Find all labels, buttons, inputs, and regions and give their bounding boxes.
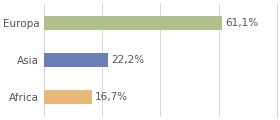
Text: 16,7%: 16,7% bbox=[95, 92, 129, 102]
Text: 22,2%: 22,2% bbox=[111, 55, 144, 65]
Bar bbox=[44, 16, 222, 30]
Bar bbox=[44, 90, 92, 104]
Bar bbox=[44, 53, 108, 67]
Text: 61,1%: 61,1% bbox=[225, 18, 258, 28]
